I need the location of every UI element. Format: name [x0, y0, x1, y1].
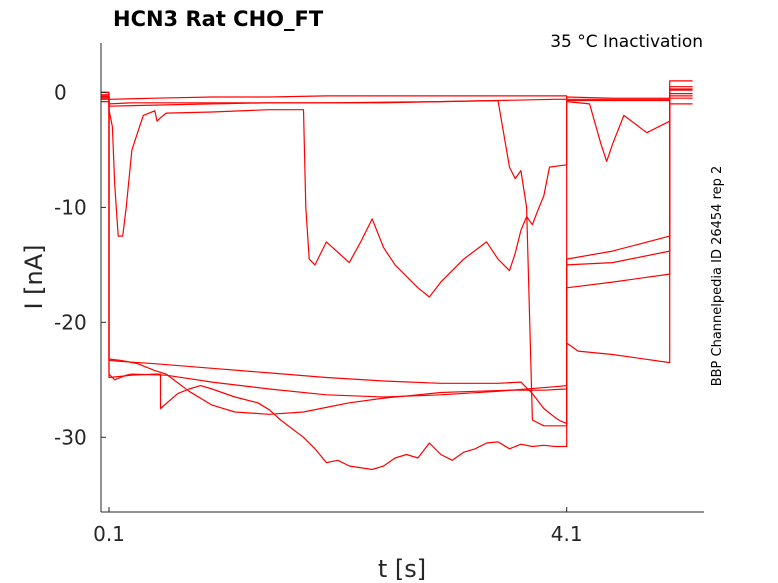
chart-subtitle: 35 °C Inactivation — [550, 32, 703, 52]
chart-title: HCN3 Rat CHO_FT — [113, 7, 324, 31]
trace-2 — [101, 89, 693, 415]
y-tick-label: 0 — [54, 80, 67, 104]
trace-4 — [101, 80, 693, 425]
trace-8 — [101, 91, 693, 100]
trace-6 — [101, 95, 693, 298]
traces — [101, 80, 693, 471]
x-tick-label: 0.1 — [93, 522, 125, 546]
y-axis-label: I [nA] — [20, 244, 48, 309]
side-label: BBP Channelpedia ID 26454 rep 2 — [710, 166, 725, 387]
y-tick-label: -20 — [54, 310, 87, 334]
trace-1 — [101, 86, 693, 398]
y-tick-label: -30 — [54, 425, 87, 449]
trace-7 — [101, 94, 693, 107]
x-tick-label: 4.1 — [551, 522, 583, 546]
y-tick-label: -10 — [54, 195, 87, 219]
x-axis-label: t [s] — [378, 555, 426, 583]
trace-5 — [101, 91, 693, 427]
x-ticks: 0.1 4.1 — [93, 507, 583, 546]
y-ticks: 0 -10 -20 -30 — [54, 80, 106, 449]
trace-3 — [101, 88, 693, 471]
